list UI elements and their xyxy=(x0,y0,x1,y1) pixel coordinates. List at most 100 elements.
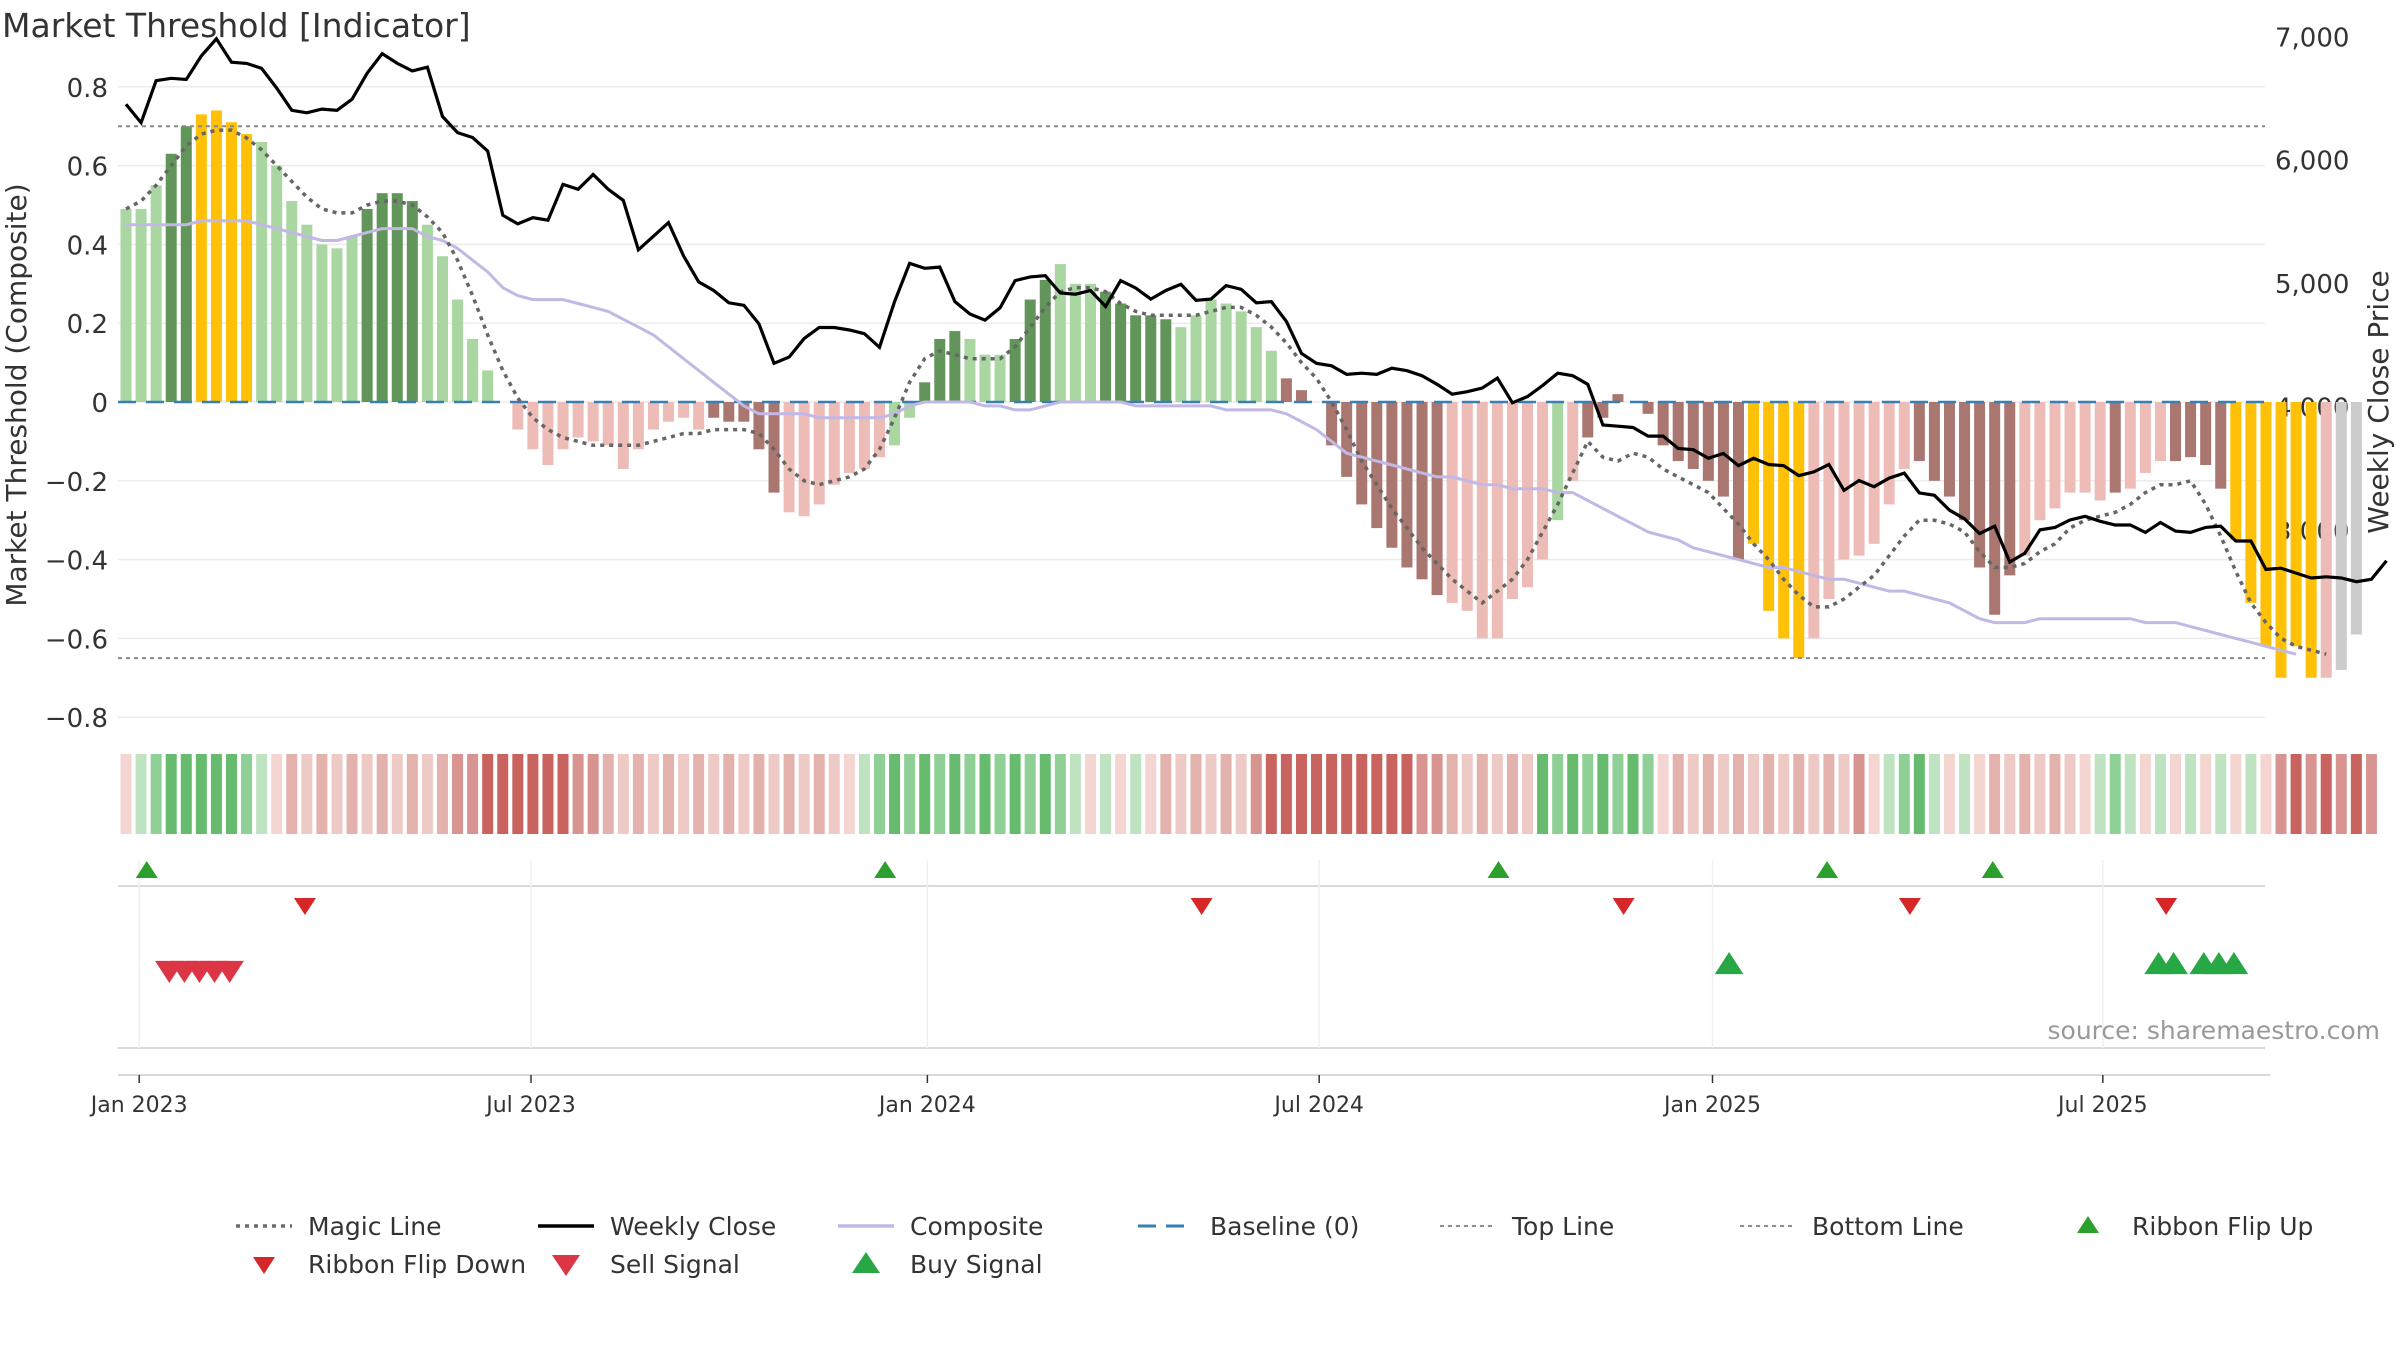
legend-label: Baseline (0) xyxy=(1210,1212,1359,1241)
ribbon-cell xyxy=(331,754,343,834)
ribbon-cell xyxy=(2170,754,2182,834)
ribbon-cell xyxy=(527,754,539,834)
y2-tick-label: 6,000 xyxy=(2275,147,2349,177)
composite-bar xyxy=(1039,279,1051,402)
composite-bar xyxy=(678,402,690,418)
x-tick-label: Jan 2024 xyxy=(877,1093,976,1118)
ribbon-cell xyxy=(346,754,358,834)
x-axis-ticks: Jan 2023 Jul 2023 Jan 2024 Jul 2024 Jan 2025… xyxy=(89,1075,2148,1118)
ribbon-cell xyxy=(1793,754,1805,834)
ribbon-cell xyxy=(1627,754,1639,834)
composite-bar xyxy=(241,134,253,402)
composite-bar xyxy=(512,402,524,430)
composite-bar xyxy=(1265,350,1277,402)
ribbon-cell xyxy=(1341,754,1353,834)
composite-bar xyxy=(647,402,659,430)
legend-symbol xyxy=(2077,1216,2099,1233)
ribbon-cell xyxy=(1160,754,1172,834)
ribbon-flip-up-marker xyxy=(135,861,158,878)
composite-bar xyxy=(723,402,735,422)
composite-bar xyxy=(1642,402,1654,414)
ribbon-cell xyxy=(210,754,222,834)
composite-bar xyxy=(1431,402,1443,596)
composite-bar xyxy=(1567,402,1579,481)
ribbon-cell xyxy=(2245,754,2257,834)
composite-bar xyxy=(587,402,599,442)
ribbon-cell xyxy=(1371,754,1383,834)
composite-bar xyxy=(1748,402,1760,544)
signal-panels xyxy=(118,860,2270,1076)
ribbon-cell xyxy=(2154,754,2166,834)
composite-bar xyxy=(1763,402,1775,611)
ribbon-cell xyxy=(1175,754,1187,834)
composite-bar xyxy=(1476,402,1488,639)
ribbon-cell xyxy=(1024,754,1036,834)
legend-item: Magic Line xyxy=(236,1212,442,1241)
composite-bar xyxy=(1205,299,1217,402)
composite-bar xyxy=(2079,402,2091,493)
ribbon-cell xyxy=(1808,754,1820,834)
composite-bar xyxy=(2154,402,2166,462)
composite-bar xyxy=(2034,402,2046,521)
ribbon-cell xyxy=(1657,754,1669,834)
composite-bar xyxy=(331,248,343,402)
composite-bar xyxy=(1687,402,1699,469)
composite-bar xyxy=(2320,402,2332,678)
y-tick-label: 0 xyxy=(91,389,108,419)
composite-bar xyxy=(2064,402,2076,493)
legend-symbol xyxy=(852,1252,880,1273)
ribbon-cell xyxy=(1748,754,1760,834)
ribbon-cell xyxy=(406,754,418,834)
composite-bar xyxy=(798,402,810,517)
ribbon-cell xyxy=(1838,754,1850,834)
composite-bar xyxy=(406,201,418,402)
composite-bar xyxy=(452,299,464,402)
ribbon-cell xyxy=(165,754,177,834)
x-tick-label: Jul 2025 xyxy=(2056,1093,2148,1118)
composite-bar xyxy=(1024,299,1036,402)
composite-bar xyxy=(602,402,614,446)
composite-bar xyxy=(1100,291,1112,402)
composite-bar xyxy=(1175,327,1187,402)
composite-bar xyxy=(1838,402,1850,560)
composite-bar xyxy=(1280,378,1292,402)
composite-bar xyxy=(1974,402,1986,568)
ribbon-cell xyxy=(2365,754,2377,834)
legend-label: Ribbon Flip Down xyxy=(308,1250,526,1279)
reference-lines xyxy=(118,125,2265,660)
ribbon-cell xyxy=(2139,754,2151,834)
composite-bar xyxy=(934,338,946,402)
buy-signal-marker xyxy=(1714,952,1744,975)
ribbon-cell xyxy=(1235,754,1247,834)
ribbon-cell xyxy=(1145,754,1157,834)
composite-bar xyxy=(1250,327,1262,402)
composite-bar xyxy=(858,402,870,469)
ribbon-cell xyxy=(632,754,644,834)
composite-bar xyxy=(1582,402,1594,438)
ribbon-cell xyxy=(2064,754,2076,834)
composite-bar xyxy=(1672,402,1684,462)
y-tick-label: 0.4 xyxy=(67,231,108,261)
composite-bar xyxy=(1898,402,1910,469)
composite-bar xyxy=(1793,402,1805,659)
composite-bar xyxy=(919,382,931,402)
composite-bar xyxy=(301,224,313,402)
composite-bar xyxy=(1115,303,1127,402)
ribbon-cell xyxy=(1567,754,1579,834)
ribbon-cell xyxy=(180,754,192,834)
ribbon-cell xyxy=(1642,754,1654,834)
ribbon-cell xyxy=(1054,754,1066,834)
composite-bar xyxy=(1235,311,1247,402)
composite-bar xyxy=(1054,264,1066,402)
ribbon-cell xyxy=(964,754,976,834)
composite-bar xyxy=(2124,402,2136,489)
composite-bar xyxy=(2305,402,2317,678)
composite-bar xyxy=(1491,402,1503,639)
ribbon-cell xyxy=(979,754,991,834)
ribbon-cell xyxy=(783,754,795,834)
x-tick-label: Jul 2023 xyxy=(484,1093,576,1118)
ribbon-cell xyxy=(376,754,388,834)
composite-bar xyxy=(1009,338,1021,402)
ribbon-cell xyxy=(1401,754,1413,834)
ribbon-cell xyxy=(2200,754,2212,834)
